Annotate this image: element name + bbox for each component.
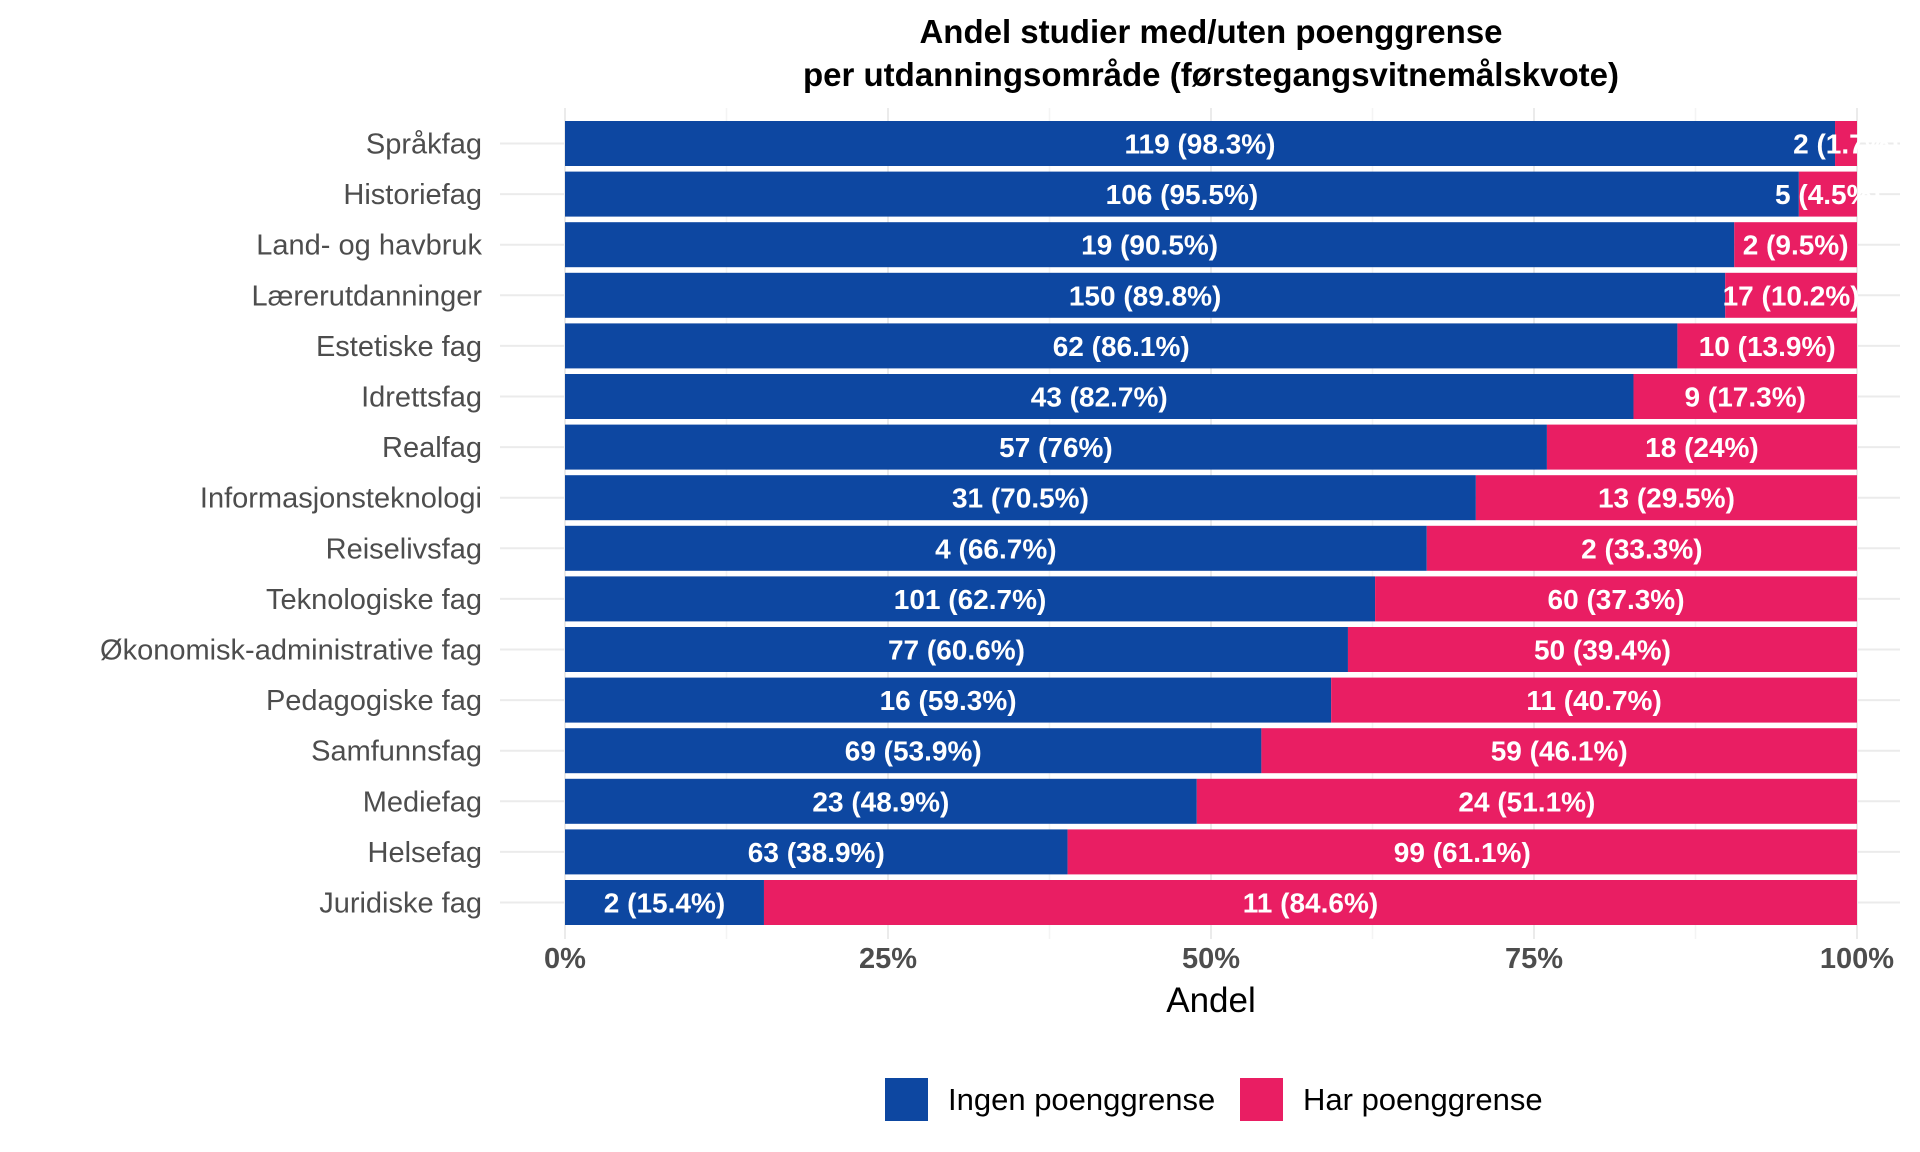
x-tick-label: 100% (1820, 943, 1894, 975)
bar-label-ingen-poenggrense: 119 (98.3%) (1125, 129, 1276, 160)
bar-label-har-poenggrense: 2 (9.5%) (1743, 230, 1849, 261)
category-label: Helsefag (368, 837, 482, 869)
legend-swatch (1240, 1078, 1283, 1121)
category-label: Samfunnsfag (311, 736, 482, 768)
bar-label-har-poenggrense: 5 (4.5%) (1775, 179, 1881, 210)
bar-label-har-poenggrense: 2 (33.3%) (1581, 533, 1702, 564)
category-label: Reiselivsfag (326, 533, 482, 565)
category-label: Estetiske fag (316, 331, 482, 363)
bar-ingen-poenggrense (565, 677, 1332, 723)
category-label: Mediefag (363, 786, 482, 818)
x-tick-label: 75% (1505, 943, 1563, 975)
bar-har-poenggrense (1347, 627, 1857, 672)
bar-har-poenggrense (1067, 829, 1857, 875)
category-label: Land- og havbruk (256, 230, 482, 262)
bar-label-har-poenggrense: 13 (29.5%) (1598, 483, 1735, 514)
category-label: Økonomisk-administrative fag (100, 635, 482, 667)
bar-har-poenggrense (1475, 475, 1857, 521)
bar-ingen-poenggrense (565, 829, 1068, 875)
bar-label-ingen-poenggrense: 43 (82.7%) (1031, 382, 1168, 413)
bar-label-har-poenggrense: 9 (17.3%) (1685, 382, 1806, 413)
bar-ingen-poenggrense (565, 424, 1547, 470)
bar-label-har-poenggrense: 11 (40.7%) (1526, 685, 1661, 716)
legend-swatch (885, 1078, 928, 1121)
bar-har-poenggrense (1798, 171, 1857, 217)
legend-label: Har poenggrense (1303, 1082, 1543, 1117)
bar-ingen-poenggrense (565, 171, 1799, 217)
chart-subtitle: per utdanningsområde (førstegangsvitnemå… (803, 56, 1619, 93)
bar-har-poenggrense (763, 880, 1857, 925)
chart-title: Andel studier med/uten poenggrense (919, 13, 1502, 50)
bar-ingen-poenggrense (565, 728, 1262, 774)
bar-label-har-poenggrense: 18 (24%) (1645, 432, 1759, 463)
x-tick-label: 25% (859, 943, 917, 975)
bar-har-poenggrense (1633, 374, 1857, 419)
bar-ingen-poenggrense (565, 778, 1197, 824)
bar-label-har-poenggrense: 24 (51.1%) (1458, 786, 1595, 817)
bar-label-ingen-poenggrense: 101 (62.7%) (894, 584, 1047, 615)
bar-ingen-poenggrense (565, 576, 1376, 622)
x-tick-label: 50% (1182, 943, 1240, 975)
bar-label-ingen-poenggrense: 63 (38.9%) (748, 837, 885, 868)
bar-label-ingen-poenggrense: 106 (95.5%) (1106, 179, 1259, 210)
category-labels: Språkfag Historiefag Land- og havbruk Lærer… (100, 129, 482, 920)
category-label: Pedagogiske fag (266, 685, 482, 717)
x-axis-title: Andel (1166, 981, 1256, 1020)
bar-ingen-poenggrense (565, 880, 764, 925)
category-label: Historiefag (343, 179, 482, 211)
bar-har-poenggrense (1734, 222, 1857, 268)
bar-label-ingen-poenggrense: 19 (90.5%) (1081, 230, 1218, 261)
bar-label-har-poenggrense: 17 (10.2%) (1723, 280, 1860, 311)
category-label: Realfag (382, 432, 482, 464)
bar-label-har-poenggrense: 2 (1.7%) (1793, 129, 1899, 160)
bar-har-poenggrense (1835, 121, 1857, 166)
bar-ingen-poenggrense (565, 272, 1726, 318)
bar-label-ingen-poenggrense: 150 (89.8%) (1069, 280, 1222, 311)
x-tick-labels: 0% 25% 50% 75% 100% (544, 943, 1894, 975)
bar-ingen-poenggrense (565, 222, 1735, 268)
category-label: Juridiske fag (319, 888, 482, 920)
bar-label-ingen-poenggrense: 77 (60.6%) (888, 635, 1025, 666)
category-label: Idrettsfag (361, 382, 482, 414)
bar-har-poenggrense (1725, 272, 1857, 318)
bar-label-ingen-poenggrense: 31 (70.5%) (952, 483, 1089, 514)
bar-har-poenggrense (1426, 525, 1857, 571)
bars-group: 119 (98.3%) 2 (1.7%) 106 (95.5%) 5 (4.5%) 19… (565, 121, 1899, 925)
category-label: Språkfag (366, 129, 482, 161)
category-label: Teknologiske fag (266, 584, 482, 616)
legend: Ingen poenggrense Har poenggrense (885, 1078, 1543, 1121)
bar-ingen-poenggrense (565, 525, 1427, 571)
bar-ingen-poenggrense (565, 121, 1836, 166)
bar-har-poenggrense (1546, 424, 1857, 470)
bar-har-poenggrense (1261, 728, 1857, 774)
bar-label-ingen-poenggrense: 23 (48.9%) (812, 786, 949, 817)
bar-har-poenggrense (1331, 677, 1857, 723)
legend-label: Ingen poenggrense (948, 1082, 1215, 1117)
category-label: Informasjonsteknologi (200, 483, 482, 515)
bar-ingen-poenggrense (565, 627, 1348, 672)
bar-label-ingen-poenggrense: 4 (66.7%) (935, 533, 1056, 564)
bar-label-ingen-poenggrense: 62 (86.1%) (1053, 331, 1190, 362)
x-tick-label: 0% (544, 943, 586, 975)
bar-har-poenggrense (1196, 778, 1857, 824)
bar-label-har-poenggrense: 60 (37.3%) (1548, 584, 1685, 615)
bar-label-har-poenggrense: 59 (46.1%) (1491, 736, 1628, 767)
bar-label-har-poenggrense: 11 (84.6%) (1243, 888, 1378, 919)
bar-label-har-poenggrense: 50 (39.4%) (1534, 635, 1671, 666)
bar-label-ingen-poenggrense: 16 (59.3%) (880, 685, 1017, 716)
bar-har-poenggrense (1677, 323, 1857, 369)
bar-ingen-poenggrense (565, 374, 1634, 419)
category-label: Lærerutdanninger (251, 280, 482, 312)
bar-label-ingen-poenggrense: 69 (53.9%) (845, 736, 982, 767)
bar-ingen-poenggrense (565, 323, 1678, 369)
bar-ingen-poenggrense (565, 475, 1476, 521)
bar-har-poenggrense (1375, 576, 1857, 622)
bar-label-ingen-poenggrense: 57 (76%) (999, 432, 1113, 463)
bar-label-ingen-poenggrense: 2 (15.4%) (604, 888, 725, 919)
bar-label-har-poenggrense: 99 (61.1%) (1394, 837, 1531, 868)
bar-label-har-poenggrense: 10 (13.9%) (1699, 331, 1836, 362)
